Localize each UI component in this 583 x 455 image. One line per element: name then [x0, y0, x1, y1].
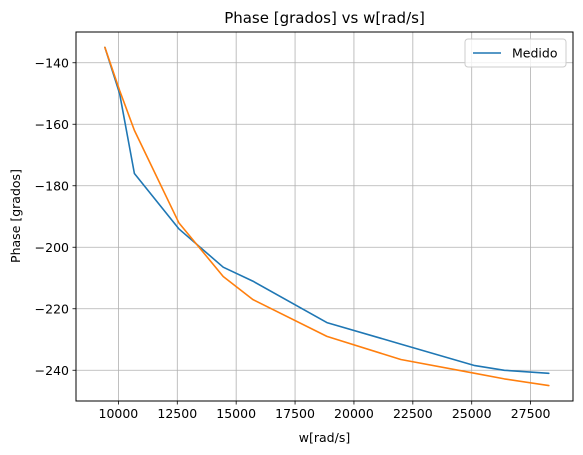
chart-title: Phase [grados] vs w[rad/s] — [224, 9, 425, 27]
series-layer — [104, 46, 550, 387]
x-tick-label: 27500 — [511, 406, 551, 421]
y-tick-label: −220 — [35, 301, 69, 316]
x-tick-label: 20000 — [334, 406, 374, 421]
legend: Medido — [464, 38, 567, 68]
legend-label-medido: Medido — [512, 46, 557, 61]
y-tick-label: −200 — [35, 240, 69, 255]
x-tick-label: 10000 — [99, 406, 139, 421]
x-tick-label: 25000 — [452, 406, 492, 421]
x-tick-label: 15000 — [216, 406, 256, 421]
plot-frame — [75, 31, 574, 402]
x-axis-label: w[rad/s] — [299, 430, 350, 445]
x-tick-label: 22500 — [393, 406, 433, 421]
y-tick-label: −160 — [35, 117, 69, 132]
series-line-0 — [104, 46, 550, 375]
x-tick-label: 17500 — [275, 406, 315, 421]
legend-box — [464, 38, 567, 68]
y-axis-ticks: −140 −160 −180 −200 −220 −240 — [35, 55, 76, 378]
y-tick-label: −180 — [35, 178, 69, 193]
y-axis-label: Phase [grados] — [8, 169, 23, 263]
series-line-1 — [104, 46, 550, 387]
x-axis-ticks: 10000 12500 15000 17500 20000 22500 25000 27500 — [99, 401, 551, 421]
x-tick-label: 12500 — [157, 406, 197, 421]
grid — [76, 32, 573, 401]
y-tick-label: −140 — [35, 55, 69, 70]
y-tick-label: −240 — [35, 363, 69, 378]
